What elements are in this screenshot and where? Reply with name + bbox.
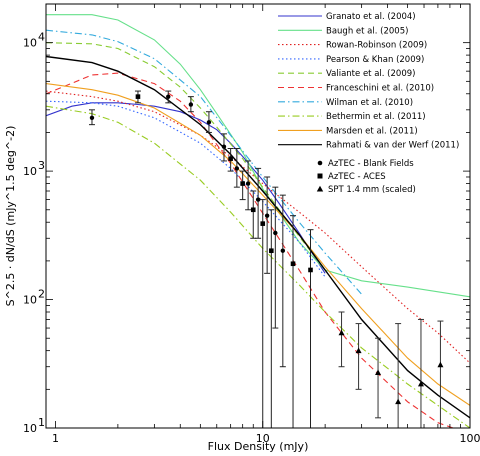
- series-line-8: [46, 105, 470, 428]
- point-square-3: [239, 170, 246, 201]
- marker-triangle: [355, 347, 362, 354]
- point-square-4: [250, 190, 257, 239]
- y-tick-exponent: 4: [38, 31, 45, 44]
- marker-circle: [264, 213, 270, 218]
- point-triangle-4: [395, 323, 402, 428]
- marker-square: [290, 261, 296, 267]
- legend-marker-triangle: [316, 185, 324, 192]
- marker-circle: [245, 181, 251, 186]
- y-tick-exponent: 1: [38, 416, 45, 429]
- marker-square: [250, 207, 256, 213]
- series-line-1: [46, 102, 326, 274]
- series-line-2: [46, 14, 470, 298]
- series-line-4: [46, 100, 326, 278]
- point-circle-10: [272, 186, 279, 329]
- marker-triangle: [338, 329, 345, 336]
- y-axis-title: S^2.5 · dN/dS (mJy^1.5 deg^-2): [4, 126, 17, 307]
- point-circle-2: [165, 90, 172, 104]
- legend-points-label-1: AzTEC - Blank Fields: [328, 159, 414, 169]
- point-circle-3: [187, 96, 194, 113]
- y-tick-label: 10: [23, 294, 37, 307]
- marker-circle: [89, 115, 95, 121]
- marker-square: [240, 181, 245, 186]
- point-triangle-3: [375, 337, 382, 419]
- legend-marker-circle: [317, 160, 323, 166]
- point-circle-6: [233, 147, 240, 188]
- plot-frame: [45, 3, 471, 429]
- legend-label-10: Rahmati & van der Werf (2011): [326, 141, 459, 151]
- point-circle-1: [88, 109, 95, 126]
- legend-points-label-2: AzTEC - ACES: [328, 172, 386, 182]
- series-line-10: [46, 55, 470, 419]
- legend-label-7: Wilman et al. (2010): [326, 98, 413, 108]
- marker-square: [308, 267, 313, 273]
- series-line-9: [46, 83, 470, 406]
- point-circle-4: [205, 111, 212, 133]
- marker-circle: [273, 230, 278, 236]
- series-line-3: [46, 90, 470, 364]
- legend-label-3: Rowan-Robinson (2009): [326, 41, 427, 51]
- point-circle-7: [245, 160, 252, 211]
- point-square-1: [134, 90, 141, 104]
- marker-triangle: [417, 380, 424, 387]
- point-triangle-5: [417, 318, 424, 428]
- point-circle-5: [220, 133, 227, 162]
- marker-circle: [234, 166, 240, 171]
- legend-label-9: Marsden et al. (2011): [326, 126, 418, 136]
- legend-label-1: Granato et al. (2004): [326, 12, 416, 22]
- legend: Granato et al. (2004) Baugh et al. (2005)…: [278, 12, 459, 195]
- marker-triangle: [395, 398, 402, 405]
- marker-square: [228, 156, 233, 161]
- point-triangle-6: [437, 320, 444, 428]
- marker-triangle: [437, 361, 444, 368]
- x-tick-label: 100: [460, 432, 480, 445]
- data-points: [88, 90, 444, 428]
- y-tick-exponent: 2: [38, 288, 45, 301]
- marker-square: [135, 94, 141, 99]
- point-triangle-2: [355, 323, 362, 390]
- point-square-8: [307, 229, 314, 428]
- y-tick-label: 10: [23, 37, 37, 50]
- point-square-2: [227, 147, 234, 172]
- point-circle-9: [264, 176, 271, 274]
- series-line-7: [46, 29, 363, 295]
- legend-label-2: Baugh et al. (2005): [326, 26, 408, 36]
- marker-triangle: [375, 369, 382, 375]
- point-triangle-1: [338, 311, 345, 368]
- marker-circle: [280, 248, 286, 253]
- y-tick-label: 10: [23, 165, 37, 178]
- marker-circle: [166, 94, 171, 99]
- point-square-5: [259, 199, 266, 428]
- marker-circle: [188, 102, 194, 107]
- legend-label-4: Pearson & Khan (2009): [326, 55, 424, 65]
- marker-circle: [255, 197, 261, 202]
- legend-label-6: Franceschini et al. (2010): [326, 84, 434, 94]
- x-axis-title: Flux Density (mJy): [208, 440, 309, 453]
- marker-circle: [206, 120, 212, 125]
- x-tick-label: 1: [52, 432, 59, 445]
- point-square-7: [290, 215, 297, 428]
- point-square-6: [268, 209, 275, 428]
- y-tick-label: 10: [23, 422, 37, 435]
- x-tick-label: 10: [256, 432, 270, 445]
- point-circle-11: [279, 194, 286, 368]
- legend-marker-square: [317, 173, 323, 179]
- legend-label-5: Valiante et al. (2009): [326, 69, 415, 79]
- y-tick-exponent: 3: [38, 159, 45, 172]
- legend-label-8: Bethermin et al. (2011): [326, 112, 426, 122]
- marker-square: [260, 221, 266, 226]
- marker-circle: [221, 144, 227, 149]
- marker-square: [269, 248, 274, 254]
- legend-points-label-3: SPT 1.4 mm (scaled): [328, 185, 416, 195]
